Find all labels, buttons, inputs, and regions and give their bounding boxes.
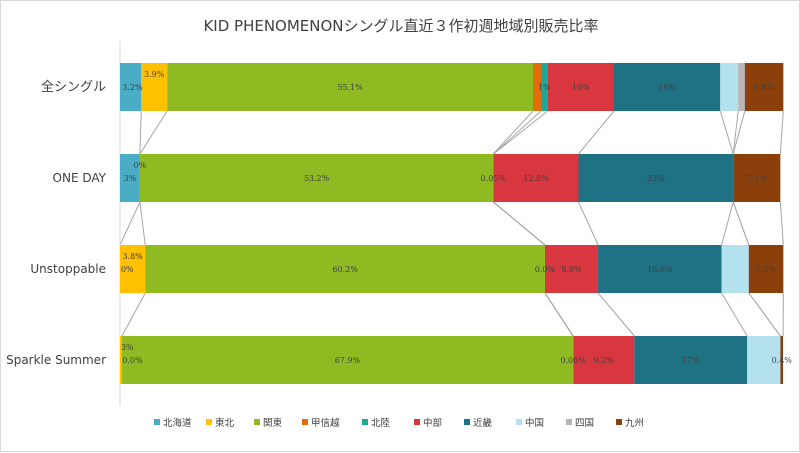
- series-line: [494, 111, 541, 154]
- data-label: 12.8%: [523, 174, 549, 183]
- bar-segment-中国: [722, 245, 749, 293]
- series-line: [722, 202, 734, 245]
- data-label: 3.8%: [122, 252, 143, 261]
- series-line: [122, 293, 145, 336]
- data-label: 3%: [124, 174, 137, 183]
- series-line: [749, 293, 781, 336]
- legend-label: 中部: [423, 417, 442, 429]
- legend-label: 近畿: [473, 417, 493, 429]
- legend-swatch: [362, 419, 368, 425]
- data-label: 16%: [658, 83, 676, 92]
- data-label: 55.1%: [337, 83, 363, 92]
- legend-swatch: [302, 419, 308, 425]
- data-label: 5.8%: [754, 83, 775, 92]
- data-label: 0%: [121, 265, 134, 274]
- series-line: [578, 111, 614, 154]
- data-label: 3.2%: [122, 83, 143, 92]
- series-line: [493, 111, 533, 154]
- legend-swatch: [254, 419, 260, 425]
- category-label: ONE DAY: [53, 171, 107, 185]
- series-line: [722, 293, 748, 336]
- bar-segment-中国: [720, 63, 738, 111]
- series-line: [780, 111, 783, 154]
- data-label: 53.2%: [304, 174, 330, 183]
- series-line: [598, 293, 634, 336]
- legend-label: 甲信越: [311, 417, 340, 429]
- legend-swatch: [616, 419, 622, 425]
- data-label: 18.6%: [647, 265, 673, 274]
- category-label: 全シングル: [41, 79, 106, 95]
- legend-swatch: [206, 419, 212, 425]
- legend-label: 四国: [575, 418, 594, 429]
- series-line: [140, 111, 167, 154]
- data-label: 0.06%: [560, 356, 586, 365]
- category-label: Sparkle Summer: [6, 353, 106, 367]
- series-line: [578, 202, 598, 245]
- series-line: [733, 202, 749, 245]
- series-line: [733, 111, 738, 154]
- data-label: 0.05%: [481, 174, 507, 183]
- legend-label: 中国: [525, 417, 544, 429]
- data-label: 0.0%: [122, 356, 143, 365]
- data-label: 60.2%: [332, 265, 358, 274]
- data-label: 0.4%: [772, 356, 793, 365]
- data-label: 0.0%: [535, 265, 556, 274]
- bar-segment-四国: [738, 63, 745, 111]
- data-label: 3.9%: [144, 70, 165, 79]
- data-label: 5.2%: [756, 265, 777, 274]
- data-label: 10%: [572, 83, 590, 92]
- legend-label: 北陸: [371, 417, 391, 429]
- legend-label: 関東: [263, 417, 283, 429]
- legend-label: 北海道: [163, 417, 192, 429]
- data-label: 7.1%: [747, 174, 768, 183]
- series-line: [545, 293, 573, 336]
- data-label: 23%: [647, 174, 665, 183]
- series-line: [494, 111, 548, 154]
- legend-swatch: [464, 419, 470, 425]
- legend-swatch: [566, 419, 572, 425]
- series-line: [720, 111, 733, 154]
- series-line: [120, 202, 140, 245]
- series-line: [733, 111, 745, 154]
- legend-swatch: [414, 419, 420, 425]
- series-line: [494, 202, 545, 245]
- legend-swatch: [154, 419, 160, 425]
- data-label: 9.2%: [594, 356, 615, 365]
- series-line: [140, 202, 145, 245]
- data-label: 67.9%: [335, 356, 361, 365]
- category-label: Unstoppable: [30, 262, 106, 276]
- data-label: 3%: [121, 343, 134, 352]
- data-label: 0%: [134, 161, 147, 170]
- data-label: 1%: [538, 83, 551, 92]
- series-line: [780, 202, 783, 245]
- series-line: [140, 111, 141, 154]
- legend-swatch: [516, 419, 522, 425]
- legend-label: 東北: [215, 417, 235, 429]
- data-label: 17%: [682, 356, 700, 365]
- data-label: 8.0%: [561, 265, 582, 274]
- legend-label: 九州: [625, 417, 644, 429]
